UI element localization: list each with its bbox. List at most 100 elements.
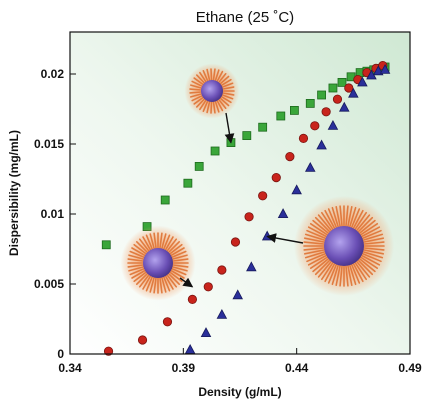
- data-point-circle: [187, 294, 197, 304]
- ligand-strand: [219, 95, 232, 104]
- ligand-strand: [354, 259, 371, 278]
- data-point-triangle: [338, 101, 350, 112]
- ligand-strand: [346, 205, 353, 230]
- ligand-strand: [128, 254, 146, 261]
- ligand-strand: [145, 234, 154, 252]
- data-point-square: [317, 90, 327, 100]
- ligand-strand: [307, 226, 329, 239]
- ligand-strand: [309, 255, 330, 270]
- ligand-strand: [306, 252, 329, 263]
- ligand-strand: [314, 216, 333, 235]
- ligand-strand: [306, 229, 329, 240]
- ligand-strand: [304, 233, 328, 242]
- data-point-triangle: [216, 308, 228, 319]
- ligand-strand: [169, 250, 187, 259]
- ligand-strand: [127, 263, 146, 268]
- ligand-strand: [149, 275, 156, 293]
- data-point-square: [210, 146, 220, 156]
- ligand-strand: [331, 262, 340, 286]
- ligand-strand: [324, 209, 337, 231]
- ligand-strand: [142, 236, 153, 253]
- x-tick-label: 0.49: [398, 361, 422, 375]
- ligand-strand: [149, 233, 156, 251]
- ligand-strand: [354, 214, 371, 233]
- ligand-strand: [133, 243, 149, 256]
- ligand-strand: [335, 205, 342, 230]
- x-axis-label: Density (g/mL): [198, 385, 281, 399]
- ligand-strand: [348, 206, 357, 230]
- data-point-circle: [162, 317, 173, 327]
- ligand-strand: [360, 233, 384, 242]
- ligand-strand: [127, 258, 146, 263]
- y-tick-label: 0.015: [34, 137, 64, 151]
- ligand-strand: [160, 275, 167, 293]
- nanoparticle-medium-icon: [120, 225, 196, 301]
- ligand-strand: [220, 93, 234, 100]
- ligand-strand: [202, 69, 209, 83]
- ligand-strand: [169, 267, 187, 276]
- data-point-triangle: [327, 119, 339, 130]
- ligand-strand: [165, 238, 178, 254]
- ligand-strand: [314, 257, 333, 276]
- data-point-triangle: [232, 289, 244, 300]
- data-point-circle: [230, 237, 241, 247]
- data-marks: [101, 60, 391, 356]
- ligand-strand: [193, 77, 205, 86]
- ligand-strand: [355, 216, 374, 235]
- ligand-strand: [189, 91, 203, 94]
- plot-frame: [69, 31, 411, 355]
- y-tick-label: 0: [57, 347, 64, 361]
- ligand-strand: [312, 219, 331, 236]
- data-point-square: [337, 78, 347, 87]
- ligand-strand: [327, 261, 338, 284]
- data-point-circle: [258, 191, 268, 201]
- data-point-triangle: [246, 261, 257, 272]
- annotation-arrow: [179, 277, 194, 288]
- ligand-strand: [359, 252, 382, 263]
- ligand-strand: [189, 84, 204, 90]
- data-point-circle: [344, 83, 354, 93]
- ligand-strand: [145, 274, 154, 292]
- ligand-strand: [360, 250, 384, 259]
- data-point-circle: [244, 212, 254, 222]
- ligand-strand: [199, 98, 208, 111]
- x-tick-label: 0.39: [172, 361, 196, 375]
- nanoparticle-core: [324, 226, 364, 266]
- ligand-strand: [129, 267, 147, 276]
- y-axis: 0 0.005 0.01 0.015 0.02: [34, 67, 76, 361]
- plot-background: [70, 32, 410, 354]
- ligand-strand: [193, 96, 205, 105]
- ligand-strand: [199, 71, 208, 84]
- chart-title: Ethane (25 ˚C): [196, 9, 294, 26]
- y-tick-label: 0.005: [34, 277, 64, 291]
- ligand-strand: [215, 98, 224, 112]
- data-point-circle: [271, 173, 281, 183]
- ligand-strand: [166, 240, 181, 255]
- ligand-strand: [312, 256, 331, 273]
- ligand-strand: [360, 248, 385, 255]
- data-point-circle: [103, 346, 114, 356]
- data-point-circle: [285, 152, 295, 162]
- data-point-circle: [217, 265, 227, 275]
- ligand-strand: [133, 270, 149, 283]
- ligand-strand: [210, 100, 213, 114]
- annotation-arrow: [266, 233, 304, 244]
- nanoparticle-core: [143, 248, 173, 278]
- ligand-strand: [317, 259, 334, 278]
- data-point-square: [160, 195, 170, 205]
- ligand-strand: [166, 271, 181, 286]
- data-point-square: [289, 106, 299, 115]
- y-tick-label: 0.02: [41, 67, 65, 81]
- ligand-strand: [135, 271, 150, 286]
- nanoparticle-large-icon: [294, 196, 394, 296]
- ligand-strand: [163, 273, 174, 290]
- ligand-strand: [138, 272, 151, 288]
- ligand-strand: [335, 262, 342, 287]
- data-point-triangle: [277, 208, 289, 218]
- data-point-square: [305, 99, 315, 108]
- data-point-square: [258, 122, 268, 132]
- ligand-strand: [353, 211, 368, 232]
- ligand-strand: [353, 260, 368, 281]
- ligand-strand: [327, 208, 338, 231]
- ligand-strand: [162, 234, 171, 252]
